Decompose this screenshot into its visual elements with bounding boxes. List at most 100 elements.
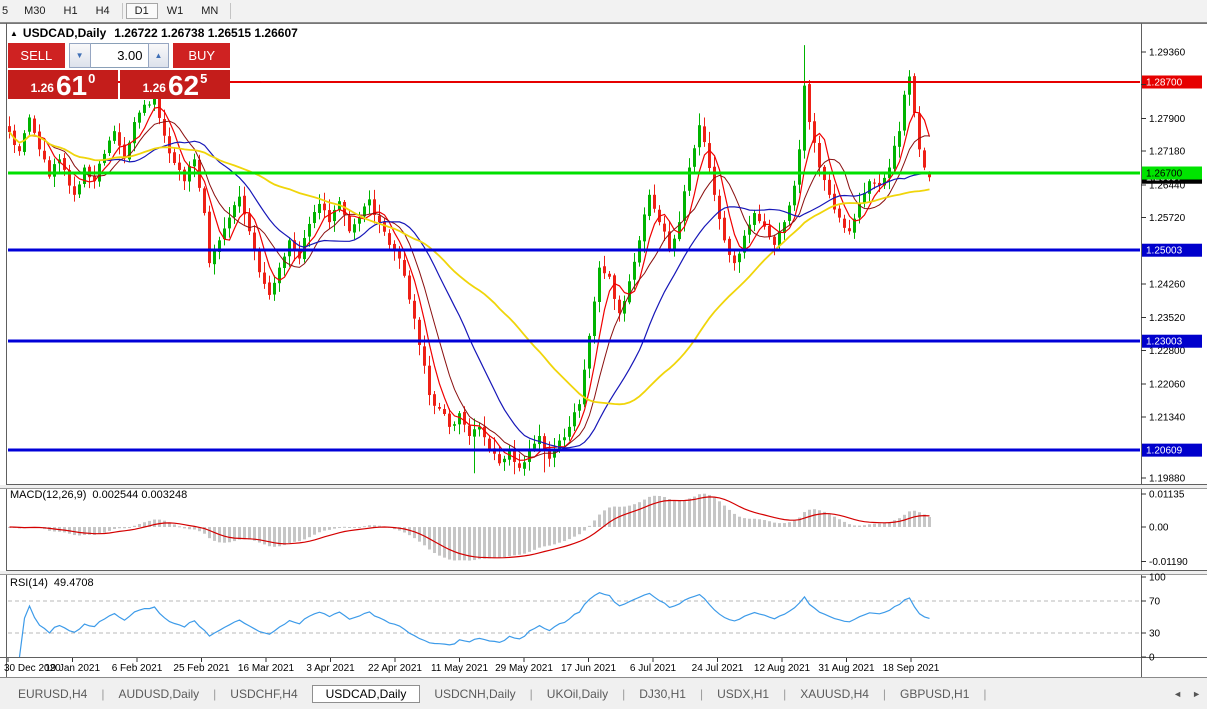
volume-decrease-button[interactable]: ▼ [68, 43, 91, 68]
timeframe-button-w1[interactable]: W1 [166, 5, 184, 17]
svg-text:1.25720: 1.25720 [1149, 213, 1186, 224]
toolbar-separator [121, 3, 123, 19]
sell-price-prefix: 1.26 [30, 81, 54, 95]
tab-dj30-h1[interactable]: DJ30,H1 [639, 687, 686, 701]
rsi-indicator-label: RSI(14) 49.4708 [10, 577, 94, 589]
svg-text:1.24260: 1.24260 [1149, 280, 1186, 291]
svg-text:6 Feb 2021: 6 Feb 2021 [112, 663, 163, 674]
rsi-value: 49.4708 [53, 577, 94, 589]
buy-price-prefix: 1.26 [142, 81, 166, 95]
svg-text:1.27900: 1.27900 [1149, 114, 1186, 125]
macd-values: 0.002544 0.003248 [92, 489, 188, 501]
volume-increase-button[interactable]: ▲ [147, 43, 170, 68]
chevron-down-icon: ▼ [75, 51, 84, 60]
sell-price-display[interactable]: 1.26 61 0 [8, 70, 118, 99]
macd-name: MACD(12,26,9) [10, 489, 87, 501]
svg-text:16 Mar 2021: 16 Mar 2021 [238, 663, 295, 674]
tab-audusd-daily[interactable]: AUDUSD,Daily [118, 687, 200, 701]
chart-surface[interactable] [0, 23, 1207, 677]
tab-separator: | [213, 687, 217, 701]
tab-eurusd-h4[interactable]: EURUSD,H4 [18, 687, 88, 701]
tab-separator: | [529, 687, 533, 701]
svg-text:31 Aug 2021: 31 Aug 2021 [818, 663, 875, 674]
svg-text:30 Dec 2020: 30 Dec 2020 [4, 663, 61, 674]
chart-ohlc-values: 1.26722 1.26738 1.26515 1.26607 [114, 26, 298, 40]
tab-usdcad-daily[interactable]: USDCAD,Daily [311, 685, 421, 703]
svg-text:1.27180: 1.27180 [1149, 147, 1186, 158]
svg-text:24 Jul 2021: 24 Jul 2021 [692, 663, 744, 674]
tab-ukoil-daily[interactable]: UKOil,Daily [546, 687, 609, 701]
svg-text:17 Jun 2021: 17 Jun 2021 [561, 663, 616, 674]
timeframe-button-m30[interactable]: M30 [24, 5, 46, 17]
svg-text:1.22800: 1.22800 [1149, 346, 1186, 357]
timeframe-button-d1[interactable]: D1 [125, 3, 158, 19]
level-price-label: 1.25003 [1146, 246, 1183, 257]
toolbar-separator [230, 3, 232, 19]
volume-input[interactable] [90, 43, 148, 68]
tab-separator: | [699, 687, 704, 701]
svg-text:100: 100 [1149, 573, 1166, 584]
svg-text:1.21340: 1.21340 [1149, 412, 1186, 423]
tab-separator: | [101, 687, 105, 701]
tab-gbpusd-h1[interactable]: GBPUSD,H1 [900, 687, 970, 701]
sell-button[interactable]: SELL [8, 43, 65, 68]
timeframe-button-h1[interactable]: H1 [63, 5, 78, 17]
macd-indicator-label: MACD(12,26,9) 0.002544 0.003248 [10, 489, 187, 501]
svg-text:30: 30 [1149, 629, 1161, 640]
svg-text:3 Apr 2021: 3 Apr 2021 [306, 663, 355, 674]
level-price-label: 1.20609 [1146, 446, 1183, 457]
price-axis[interactable]: 1.293601.286401.279001.271801.264401.257… [1142, 47, 1202, 664]
tab-usdx-h1[interactable]: USDX,H1 [717, 687, 770, 701]
chevron-up-icon: ▲ [154, 51, 163, 60]
svg-text:1.22060: 1.22060 [1149, 380, 1186, 391]
svg-text:1.29360: 1.29360 [1149, 47, 1186, 58]
svg-text:1.23520: 1.23520 [1149, 313, 1186, 324]
tab-xauusd-h4[interactable]: XAUUSD,H4 [800, 687, 869, 701]
level-price-label: 1.26700 [1146, 169, 1183, 180]
svg-text:29 May 2021: 29 May 2021 [495, 663, 553, 674]
timeframe-button-5[interactable]: 5 [2, 5, 9, 17]
svg-text:6 Jul 2021: 6 Jul 2021 [630, 663, 677, 674]
chart-tab-bar: EURUSD,H4 | AUDUSD,Daily | USDCHF,H4 USDCAD,D… [0, 677, 1207, 709]
svg-text:0.00: 0.00 [1149, 523, 1169, 534]
timeframe-toolbar: 5 M30 H1 H4 D1 W1 MN [0, 0, 1207, 23]
tab-separator: | [983, 687, 987, 701]
collapse-panel-icon[interactable]: ▲ [10, 29, 18, 38]
macd-signal-line [9, 496, 930, 559]
svg-text:70: 70 [1149, 597, 1161, 608]
tab-usdcnh-daily[interactable]: USDCNH,Daily [434, 687, 516, 701]
rsi-line [18, 592, 930, 658]
tab-separator: | [783, 687, 787, 701]
svg-text:25 Feb 2021: 25 Feb 2021 [173, 663, 230, 674]
ma-lines [8, 106, 931, 461]
svg-text:18 Sep 2021: 18 Sep 2021 [883, 663, 940, 674]
tab-scroll-right-icon[interactable]: ► [1192, 689, 1201, 699]
rsi-name: RSI(14) [10, 577, 48, 589]
buy-price-display[interactable]: 1.26 62 5 [120, 70, 230, 99]
timeframe-button-h4[interactable]: H4 [95, 5, 110, 17]
tab-scroll-left-icon[interactable]: ◄ [1173, 689, 1183, 699]
svg-text:12 Aug 2021: 12 Aug 2021 [754, 663, 811, 674]
buy-button[interactable]: BUY [173, 43, 230, 68]
horizontal-level-lines[interactable] [8, 81, 1140, 452]
svg-text:1.26440: 1.26440 [1149, 180, 1186, 191]
svg-text:22 Apr 2021: 22 Apr 2021 [368, 663, 422, 674]
svg-text:19 Jan 2021: 19 Jan 2021 [45, 663, 100, 674]
svg-text:1.19880: 1.19880 [1149, 474, 1186, 485]
sell-price-pips: 61 [55, 69, 88, 101]
svg-text:-0.01190: -0.01190 [1149, 557, 1188, 568]
tab-separator: | [622, 687, 626, 701]
ma-fast-line [9, 106, 931, 461]
level-price-label: 1.28700 [1146, 78, 1183, 89]
tab-usdchf-h4[interactable]: USDCHF,H4 [230, 687, 298, 701]
timeframe-button-mn[interactable]: MN [201, 5, 219, 17]
svg-text:0: 0 [1149, 653, 1155, 664]
chart-symbol-label: USDCAD,Daily [22, 26, 107, 40]
buy-price-pips: 62 [167, 69, 200, 101]
ma-medium-line [9, 120, 930, 458]
svg-text:0.01135: 0.01135 [1149, 490, 1185, 501]
one-click-trading-panel: SELL ▼ ▲ BUY 1.26 61 0 1.26 62 5 [8, 43, 230, 99]
